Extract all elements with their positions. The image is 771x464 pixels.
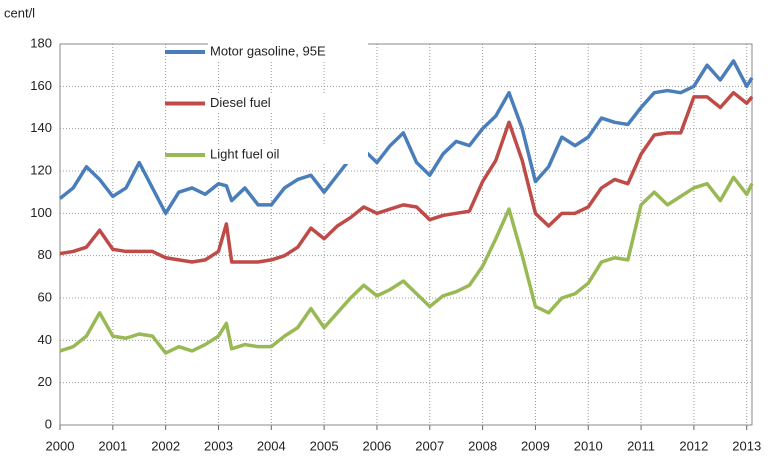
x-tick-label: 2011 — [627, 438, 655, 453]
x-tick-label: 2006 — [362, 438, 391, 453]
x-tick-label: 2012 — [679, 438, 708, 453]
x-tick-label: 2007 — [415, 438, 444, 453]
y-tick-label: 180 — [30, 35, 52, 50]
series-line — [59, 175, 754, 355]
y-tick-label: 40 — [38, 332, 52, 347]
x-tick-label: 2010 — [574, 438, 603, 453]
x-tick-label: 2005 — [310, 438, 339, 453]
series-line — [59, 90, 754, 264]
x-tick-label: 2003 — [204, 438, 233, 453]
legend-bg — [208, 43, 368, 61]
y-axis-label: cent/l — [4, 5, 35, 20]
y-tick-label: 100 — [30, 205, 52, 220]
legend-label: Light fuel oil — [210, 146, 279, 161]
x-tick-label: 2001 — [98, 438, 127, 453]
legend-bg — [208, 94, 368, 113]
x-tick-label: 2000 — [46, 438, 75, 453]
y-tick-label: 60 — [38, 289, 52, 304]
x-tick-label: 2004 — [257, 438, 286, 453]
y-tick-label: 140 — [30, 120, 52, 135]
y-tick-label: 160 — [30, 78, 52, 93]
y-tick-label: 120 — [30, 162, 52, 177]
y-tick-label: 0 — [45, 416, 52, 431]
plot-frame — [59, 43, 753, 426]
legend-label: Motor gasoline, 95E — [210, 43, 326, 58]
y-tick-label: 20 — [38, 374, 52, 389]
legend-bg — [208, 146, 368, 164]
series-line — [58, 59, 754, 216]
x-tick-label: 2002 — [151, 438, 180, 453]
legend-label: Diesel fuel — [210, 95, 271, 110]
y-tick-label: 80 — [38, 247, 52, 262]
x-tick-label: 2013 — [732, 438, 761, 453]
x-tick-label: 2008 — [468, 438, 497, 453]
x-tick-label: 2009 — [521, 438, 550, 453]
